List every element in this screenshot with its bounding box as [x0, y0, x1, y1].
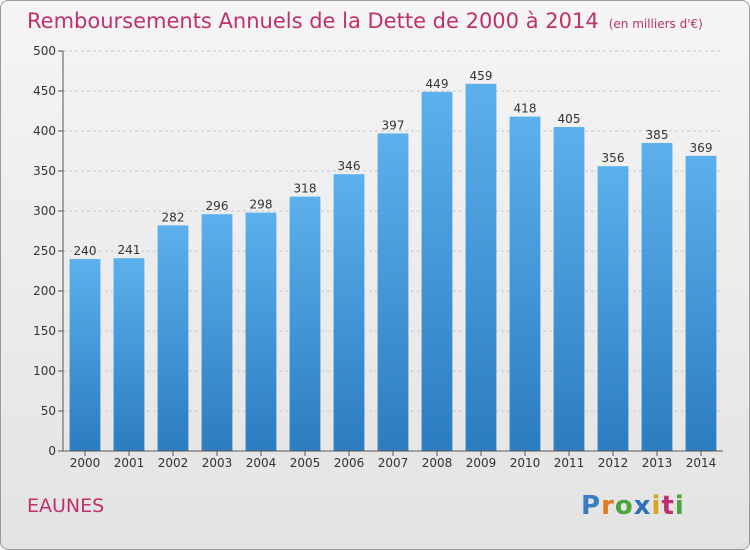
data-label: 369 [690, 141, 713, 155]
data-label: 397 [382, 118, 405, 132]
data-label: 241 [118, 243, 141, 257]
data-label: 298 [250, 198, 273, 212]
chart-title: Remboursements Annuels de la Dette de 20… [27, 9, 703, 33]
data-label: 240 [74, 244, 97, 258]
x-tick-label: 2013 [642, 456, 673, 470]
x-tick-label: 2012 [598, 456, 629, 470]
data-label: 459 [470, 69, 493, 83]
y-tick-label: 250 [33, 244, 56, 258]
x-tick-label: 2002 [158, 456, 189, 470]
x-tick-label: 2006 [334, 456, 365, 470]
x-tick-label: 2009 [466, 456, 497, 470]
data-label: 405 [558, 112, 581, 126]
bar [201, 214, 233, 451]
y-tick-label: 50 [41, 404, 56, 418]
x-tick-label: 2005 [290, 456, 321, 470]
y-tick-label: 150 [33, 324, 56, 338]
proxiti-logo: Proxiti [581, 491, 685, 521]
logo-letter: r [601, 491, 615, 521]
data-label: 346 [338, 159, 361, 173]
x-tick-label: 2010 [510, 456, 541, 470]
x-tick-label: 2014 [686, 456, 717, 470]
bar [69, 259, 101, 451]
bar [553, 127, 585, 451]
bar [641, 143, 673, 451]
bar [377, 133, 409, 451]
bar [509, 116, 541, 451]
data-label: 385 [646, 128, 669, 142]
x-tick-label: 2008 [422, 456, 453, 470]
data-label: 449 [426, 77, 449, 91]
data-label: 356 [602, 151, 625, 165]
data-label: 296 [206, 199, 229, 213]
logo-letter: P [581, 491, 602, 521]
axes: 0 50 100 150 200 250 300 350 400 450 500 2000 2001 20… [33, 44, 723, 470]
y-tick-label: 0 [48, 444, 56, 458]
bar [465, 83, 497, 452]
bar [685, 155, 717, 452]
bar [113, 258, 145, 451]
x-tick-label: 2000 [70, 456, 101, 470]
y-tick-label: 500 [33, 44, 56, 58]
bar [597, 166, 629, 451]
chart-title-text: Remboursements Annuels de la Dette de 20… [27, 9, 599, 33]
bar [289, 196, 321, 451]
y-tick-label: 200 [33, 284, 56, 298]
chart-unit: (en milliers d'€) [608, 17, 703, 31]
logo-letter: i [651, 491, 662, 521]
x-tick-label: 2007 [378, 456, 409, 470]
logo-letter: t [661, 491, 675, 521]
logo-letter: x [633, 491, 652, 521]
x-tick-label: 2003 [202, 456, 233, 470]
y-tick-label: 100 [33, 364, 56, 378]
logo-letter: o [614, 491, 634, 521]
logo-letter: i [674, 491, 685, 521]
data-label: 418 [514, 102, 537, 116]
data-label: 318 [294, 182, 317, 196]
commune-name: EAUNES [27, 495, 105, 517]
bar [421, 91, 453, 452]
bar [245, 212, 277, 451]
data-label: 282 [162, 210, 185, 224]
y-tick-label: 450 [33, 84, 56, 98]
bar [333, 174, 365, 451]
y-tick-label: 400 [33, 124, 56, 138]
bar [157, 225, 189, 451]
y-tick-label: 300 [33, 204, 56, 218]
x-tick-label: 2011 [554, 456, 585, 470]
y-tick-label: 350 [33, 164, 56, 178]
x-tick-label: 2004 [246, 456, 277, 470]
x-tick-label: 2001 [114, 456, 145, 470]
bars: 240 241 282 296 298 318 346 397 449 459 418 405 356 3… [69, 69, 717, 452]
